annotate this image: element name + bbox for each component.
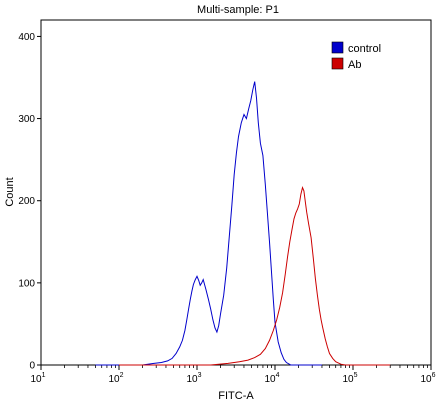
y-tick-label: 100 (18, 278, 35, 289)
legend-swatch-ab (331, 57, 344, 70)
x-tick-label: 105 (342, 372, 357, 385)
x-tick-label: 104 (264, 372, 279, 385)
series-layer (95, 81, 391, 366)
x-tick-label: 106 (420, 372, 435, 385)
y-tick-label: 200 (18, 196, 35, 207)
y-tick-label: 400 (18, 32, 35, 43)
y-tick-label: 0 (29, 361, 35, 372)
y-axis: 0 100 200 300 400 (18, 32, 41, 372)
legend-label-control: control (348, 43, 381, 55)
y-axis-label: Count (4, 177, 16, 206)
x-tick-label: 103 (186, 372, 201, 385)
x-axis: 101 102 103 104 105 106 (30, 365, 436, 385)
x-tick-label: 102 (108, 372, 123, 385)
legend-label-ab: Ab (348, 59, 361, 71)
x-tick-label: 101 (30, 372, 45, 385)
x-axis-label: FITC-A (218, 390, 254, 402)
series-line-control (95, 81, 322, 366)
legend: control Ab (331, 41, 381, 71)
chart-title: Multi-sample: P1 (197, 4, 279, 16)
plot-frame (40, 19, 432, 366)
y-tick-label: 300 (18, 114, 35, 125)
series-line-ab (119, 186, 391, 366)
legend-swatch-control (331, 41, 344, 54)
